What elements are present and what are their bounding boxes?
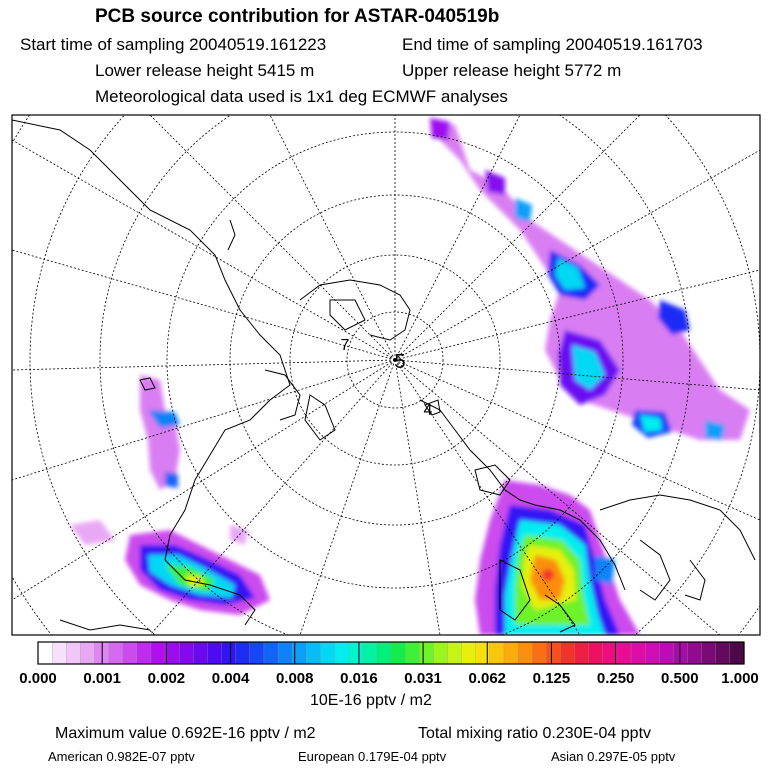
colorbar-cell <box>235 641 251 665</box>
start-time-label: Start time of sampling 20040519.161223 <box>20 35 327 54</box>
colorbar-cell <box>263 641 279 665</box>
colorbar-cell <box>673 641 689 665</box>
colorbar-cell <box>517 641 533 665</box>
colorbar-tick-label: 0.000 <box>19 670 57 687</box>
map-label-a: 7 <box>341 337 350 354</box>
center-label: 5 <box>394 351 405 373</box>
colorbar-cell <box>164 641 180 665</box>
colorbar-tick-label: 0.125 <box>532 670 571 687</box>
colorbar-cell <box>419 641 435 665</box>
colorbar-cell <box>433 641 449 665</box>
colorbar-cell <box>645 641 660 665</box>
lower-height-label: Lower release height 5415 m <box>95 61 315 80</box>
colorbar-tick-label: 0.500 <box>661 670 699 687</box>
colorbar-cell <box>560 641 576 665</box>
colorbar-cell <box>546 641 562 665</box>
colorbar-cell <box>334 641 350 665</box>
upper-height-label: Upper release height 5772 m <box>402 61 622 80</box>
map-title: PCB source contribution for ASTAR-040519… <box>95 6 500 27</box>
european-contribution: European 0.179E-04 pptv <box>298 749 447 764</box>
colorbar-cell <box>249 641 265 665</box>
colorbar-tick-label: 0.016 <box>340 670 378 687</box>
colorbar-cell <box>588 641 604 665</box>
colorbar-cell <box>122 641 138 665</box>
colorbar-cell <box>390 641 406 665</box>
colorbar-tick-label: 0.008 <box>275 670 314 687</box>
max-value-label: Maximum value 0.692E-16 pptv / m2 <box>55 725 316 742</box>
colorbar-cell <box>348 641 364 665</box>
coastlines <box>12 119 756 633</box>
colorbar-tick-label: 0.031 <box>404 670 442 687</box>
colorbar-cell <box>207 641 223 665</box>
colorbar-cell <box>193 641 209 665</box>
asian-contribution: Asian 0.297E-05 pptv <box>551 749 676 764</box>
colorbar-cell <box>66 641 82 665</box>
total-mixing-ratio-label: Total mixing ratio 0.230E-04 pptv <box>418 725 652 742</box>
colorbar-cell <box>136 641 152 665</box>
colorbar-cell <box>659 641 675 665</box>
map-label-b: 4 <box>424 402 433 419</box>
colorbar-units: 10E-16 pptv / m2 <box>310 692 432 709</box>
colorbar-cell <box>616 641 632 665</box>
colorbar-cell <box>489 641 505 665</box>
colorbar-tick-label: 0.002 <box>147 670 186 687</box>
colorbar-cell <box>447 641 463 665</box>
colorbar-cell <box>532 641 547 665</box>
colorbar-cell <box>277 641 293 665</box>
american-contribution: American 0.982E-07 pptv <box>48 749 195 764</box>
colorbar-tick-label: 1.000 <box>721 670 759 687</box>
colorbar-cell <box>320 641 336 665</box>
colorbar-cell <box>461 641 477 665</box>
colorbar-cell <box>729 641 745 665</box>
colorbar-cell <box>701 641 717 665</box>
colorbar-cell <box>51 641 67 665</box>
colorbar-cell <box>503 641 519 665</box>
end-time-label: End time of sampling 20040519.161703 <box>402 35 703 54</box>
colorbar-tick-label: 0.001 <box>83 670 121 687</box>
met-data-label: Meteorological data used is 1x1 deg ECMW… <box>95 87 508 106</box>
colorbar-cell <box>179 641 194 665</box>
colorbar-cell <box>221 641 237 665</box>
colorbar-tick-label: 0.004 <box>211 670 250 687</box>
colorbar-cell <box>306 641 322 665</box>
colorbar-cells <box>37 641 745 665</box>
colorbar-cell <box>475 641 491 665</box>
colorbar-cell <box>80 641 96 665</box>
colorbar-cell <box>574 641 590 665</box>
colorbar-cell <box>150 641 166 665</box>
colorbar-cell <box>376 641 392 665</box>
colorbar-cell <box>630 641 646 665</box>
colorbar-cell <box>108 641 124 665</box>
colorbar-cell <box>404 641 420 665</box>
colorbar-major-ticks <box>37 642 745 664</box>
colorbar-tick-label: 0.250 <box>596 670 635 687</box>
colorbar-cell <box>37 641 53 665</box>
colorbar-cell <box>715 641 731 665</box>
colorbar-cell <box>687 641 703 665</box>
colorbar-tick-label: 0.062 <box>468 670 507 687</box>
concentration-plume <box>70 118 750 635</box>
map-frame <box>11 114 761 636</box>
colorbar-cell <box>362 641 378 665</box>
